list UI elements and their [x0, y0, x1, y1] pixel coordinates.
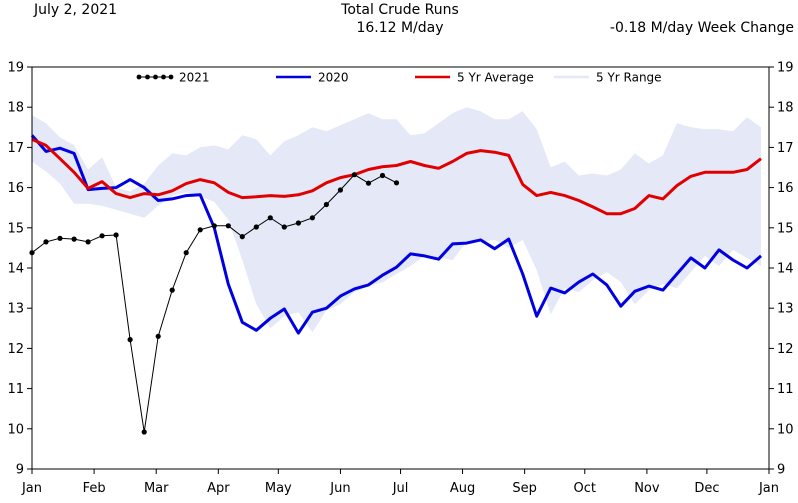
- y-tick-label-right: 16: [777, 181, 794, 196]
- series-2021-point: [57, 235, 63, 241]
- series-2021-point: [351, 172, 357, 178]
- series-2021-point: [141, 429, 147, 435]
- series-2021-point: [43, 239, 49, 245]
- x-tick-label: Jan: [758, 481, 779, 496]
- series-2021-point: [393, 180, 400, 186]
- chart-title: Total Crude Runs: [341, 2, 459, 18]
- range-band: [32, 107, 761, 333]
- legend-2021-marker: [161, 74, 166, 80]
- legend-2021-marker: [136, 74, 142, 80]
- series-2021-layer: [29, 172, 400, 435]
- x-tick-label: Dec: [694, 481, 719, 496]
- series-2021-point: [85, 239, 91, 245]
- series-2020-layer: [30, 134, 762, 335]
- y-tick-label-right: 10: [777, 422, 794, 437]
- range-band-layer: [32, 107, 761, 333]
- series-2021-point: [127, 337, 133, 343]
- y-tick-label-left: 12: [7, 342, 24, 357]
- series-2021-point: [365, 180, 372, 186]
- x-tick-label: Jun: [329, 481, 350, 496]
- legend-2021-marker: [153, 74, 158, 80]
- legend-range-label: 5 Yr Range: [596, 71, 662, 85]
- series-2021-point: [211, 223, 217, 229]
- legend-2021-label: 2021: [179, 71, 210, 85]
- x-tick-label: Feb: [83, 481, 106, 496]
- y-tick-label-left: 13: [7, 302, 24, 317]
- y-tick-label-left: 19: [7, 61, 24, 76]
- x-tick-label: Aug: [450, 481, 475, 496]
- week-change: -0.18 M/day Week Change: [609, 20, 794, 36]
- y-tick-label-left: 17: [7, 141, 24, 156]
- series-2021-point: [281, 224, 287, 230]
- y-tick-label-right: 12: [777, 342, 794, 357]
- x-tick-label: May: [265, 481, 292, 496]
- y-tick-label-left: 15: [7, 221, 24, 236]
- y-tick-label-left: 18: [7, 101, 24, 116]
- current-value: 16.12 M/day: [356, 20, 444, 36]
- y-tick-label-left: 9: [16, 463, 24, 478]
- series-2021-point: [239, 234, 245, 240]
- y-tick-label-left: 14: [7, 262, 24, 277]
- x-tick-label: Mar: [144, 481, 169, 496]
- y-tick-label-left: 16: [7, 181, 24, 196]
- series-2021-point: [197, 227, 203, 233]
- x-tick-label: Apr: [207, 481, 230, 496]
- series-2021-point: [323, 201, 329, 208]
- y-tick-label-right: 14: [777, 262, 794, 277]
- y-tick-label-right: 9: [777, 463, 785, 478]
- series-2021-point: [337, 187, 343, 193]
- series-2021-point: [267, 215, 273, 221]
- series-2021-point: [253, 224, 259, 230]
- series-2021-point: [379, 172, 386, 179]
- y-tick-label-left: 11: [7, 382, 24, 397]
- series-avg-line: [31, 138, 762, 216]
- x-tick-label: Sep: [512, 481, 537, 496]
- y-tick-label-right: 19: [777, 61, 794, 76]
- series-2021-point: [71, 236, 77, 242]
- x-tick-label: Oct: [574, 481, 596, 496]
- series-2021-point: [183, 250, 189, 256]
- axes-layer: 9 9 10 10 11 11 12 12 13 13 14 14 15 15 16 16 17 17 18 18 19…: [7, 61, 793, 497]
- y-tick-label-left: 10: [7, 422, 24, 437]
- legend-2021-marker: [168, 74, 174, 80]
- y-tick-label-right: 18: [777, 101, 794, 116]
- legend: 2021 2020 5 Yr Average 5 Yr Range: [136, 71, 662, 85]
- report-date: July 2, 2021: [34, 2, 118, 18]
- legend-avg-label: 5 Yr Average: [457, 71, 534, 85]
- x-tick-label: Nov: [634, 481, 660, 496]
- series-2021-point: [295, 220, 301, 226]
- series-2021-point: [225, 223, 231, 229]
- series-2021-point: [155, 333, 161, 339]
- series-avg-layer: [31, 138, 762, 216]
- series-2021-point: [113, 232, 119, 238]
- series-2021-point: [99, 233, 105, 239]
- series-2021-point: [309, 215, 315, 221]
- legend-2021-marker: [145, 74, 150, 80]
- y-tick-label-right: 13: [777, 302, 794, 317]
- series-2021-point: [169, 287, 175, 293]
- x-tick-label: Jul: [392, 481, 409, 496]
- x-tick-label: Jan: [21, 481, 42, 496]
- series-2020-line: [30, 134, 762, 335]
- y-tick-label-right: 15: [777, 221, 794, 236]
- y-tick-label-right: 11: [777, 382, 794, 397]
- y-tick-label-right: 17: [777, 141, 794, 156]
- legend-2020-label: 2020: [318, 71, 349, 85]
